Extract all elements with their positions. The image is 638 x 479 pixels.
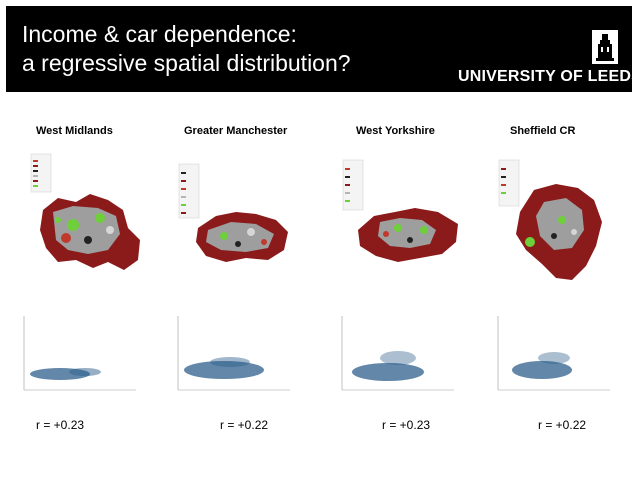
scatter-west-midlands bbox=[10, 310, 140, 402]
correlation-west-yorkshire: r = +0.23 bbox=[382, 418, 431, 432]
region-label-sheffield-cr: Sheffield CR bbox=[510, 125, 576, 137]
title-line-1: Income & car dependence: bbox=[22, 21, 297, 47]
scatter-greater-manchester bbox=[164, 310, 294, 402]
leeds-crest-icon bbox=[592, 30, 618, 64]
slide-header: Income & car dependence: a regressive sp… bbox=[6, 6, 638, 92]
university-logo-text: UNIVERSITY OF LEEDS bbox=[458, 68, 638, 85]
map-west-yorkshire bbox=[342, 159, 458, 262]
correlation-greater-manchester: r = +0.22 bbox=[220, 418, 269, 432]
correlation-west-midlands: r = +0.23 bbox=[36, 418, 85, 432]
map-west-midlands bbox=[30, 153, 140, 270]
region-label-west-midlands: West Midlands bbox=[36, 125, 113, 137]
region-label-west-yorkshire: West Yorkshire bbox=[356, 125, 435, 137]
map-greater-manchester bbox=[178, 163, 288, 262]
map-sheffield-cr bbox=[498, 159, 602, 280]
scatter-west-yorkshire bbox=[328, 310, 458, 402]
region-label-greater-manchester: Greater Manchester bbox=[184, 125, 288, 137]
title-line-2: a regressive spatial distribution? bbox=[22, 50, 351, 76]
slide-title: Income & car dependence: a regressive sp… bbox=[22, 20, 351, 78]
correlation-sheffield-cr: r = +0.22 bbox=[538, 418, 587, 432]
scatter-sheffield-cr bbox=[484, 310, 614, 402]
